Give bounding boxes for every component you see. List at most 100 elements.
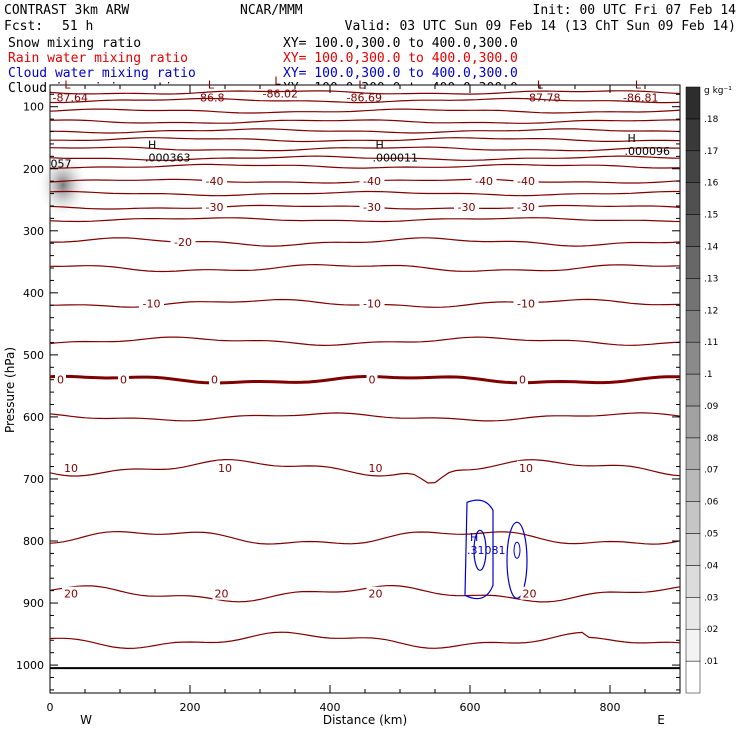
colorbar-label: .05 [704,530,718,540]
colorbar-label: .14 [704,242,719,252]
label-bg [517,460,535,474]
minmax-value: .000096 [625,145,671,158]
minmax-kind: L [208,78,215,91]
label-bg [216,460,234,474]
label-bg [170,234,196,248]
contour-label: 0 [211,374,218,387]
colorbar-cell [685,118,701,152]
contour-label: 20 [369,588,383,601]
minmax-kind: L [537,78,544,91]
colorbar-label: .1 [704,370,713,380]
label-bg [118,372,129,386]
colorbar-label: .08 [704,434,719,444]
contour-line [50,217,680,223]
minmax-kind: H [148,138,156,151]
minmax-value: -87.64 [53,91,88,104]
contour-line [50,237,680,247]
label-bg [513,200,539,214]
east-label: E [657,713,665,727]
field-name: Snow mixing ratio [8,36,141,51]
minmax-labels: L-87.64L-86.8L-86.02L-86.69L-87.78L-86.8… [51,75,671,558]
minmax-value: -86.02 [263,88,298,101]
contour-label: 10 [369,462,383,475]
label-bg [55,372,66,386]
label-bg [62,460,80,474]
minmax-value: -86.69 [347,91,382,104]
colorbar-label: .04 [704,561,719,571]
label-bg [517,372,528,386]
label-bg [359,200,385,214]
contour-label: -10 [143,297,161,310]
contour-line [50,631,680,650]
contour-label: 0 [57,374,64,387]
minmax-kind: H [470,531,478,544]
y-tick-label: 100 [23,101,44,114]
contour-label: 0 [369,374,376,387]
contour-label: 20 [523,588,537,601]
colorbar-cell [685,565,701,598]
x-tick-label: 400 [320,701,341,714]
colorbar-unit: g kg⁻¹ [704,86,732,96]
label-bg [366,460,385,474]
colorbar-label: .17 [704,147,718,157]
contour-label: -30 [363,201,381,214]
init-time: Init: 00 UTC Fri 07 Feb 14 [533,3,737,18]
contour-label: -40 [517,175,535,188]
minmax-value: 057 [51,158,72,171]
contour-line [50,137,680,143]
label-bg [209,372,220,386]
cloud-water-inner [473,529,487,571]
colorbar-cell [685,437,701,470]
colorbar-label: .11 [704,338,718,348]
y-axis-title: Pressure (hPa) [3,347,17,433]
y-tick-label: 900 [23,597,44,610]
contour-line [50,458,680,484]
contour-label: -40 [475,175,493,188]
contour-labels: -40 -40 -40 -40 -30 -30 -30 -30 -20 -10 -10 -10 0 0 0 0… [55,174,539,601]
contour-line [50,530,680,545]
model-name: CONTRAST 3km ARW [4,3,129,18]
contour-label: -30 [458,201,476,214]
cloud-water-contour [464,499,528,600]
colorbar-label: .06 [704,498,719,508]
contour-line [50,119,680,124]
colorbar-cell [685,469,701,502]
x-tick-label: 600 [460,701,481,714]
label-bg [62,586,80,600]
colorbar-cell [685,373,701,407]
center-name: NCAR/MMM [240,3,303,18]
contour-label: -30 [517,201,535,214]
colorbar-cell [685,341,701,375]
cloud-water-right [506,521,528,599]
y-tick-label: 300 [23,225,44,238]
minmax-value: -86.8 [196,91,224,104]
contour-line [50,97,680,104]
x-tick-label: 0 [47,701,54,714]
colorbar-cell [685,597,701,630]
colorbar-cell [685,86,701,120]
minmax-value: .000011 [373,151,419,164]
colorbar-label: .16 [704,179,719,189]
y-tick-label: 200 [23,163,44,176]
minmax-kind: H [628,132,636,145]
cloud-water-outer [464,499,494,600]
contour-label: -10 [517,297,535,310]
field-name: Cloud water mixing ratio [8,66,196,81]
colorbar-cell [685,150,701,183]
colorbar-label: .07 [704,466,718,476]
label-bg [513,296,539,310]
y-tick-label: 600 [23,411,44,424]
field-xy: XY= 100.0,300.0 to 400.0,300.0 [283,66,518,81]
x-tick-label: 200 [180,701,201,714]
contour-line [50,263,680,273]
colorbar-cell [685,214,701,247]
field-name: Rain water mixing ratio [8,51,188,66]
contour-label: 10 [519,462,533,475]
colorbar-cell [685,310,701,343]
label-bg [359,296,385,310]
label-bg [366,372,378,386]
colorbar-cell [685,278,701,311]
contour-label: 20 [215,588,229,601]
